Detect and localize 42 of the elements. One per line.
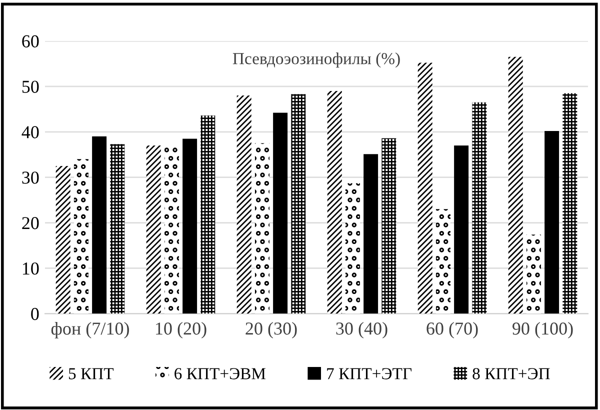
bar <box>146 146 161 314</box>
y-tick-label: 0 <box>31 308 39 320</box>
text: Псевдоэозинофилы (%) <box>232 52 400 68</box>
bar <box>200 116 216 314</box>
bar <box>92 136 107 314</box>
y-tick-label: 30 <box>22 172 39 184</box>
bar <box>562 93 578 314</box>
bar <box>472 102 487 314</box>
bar <box>382 138 396 314</box>
bar <box>454 146 469 314</box>
x-tick-label: 90 (100) <box>512 322 573 338</box>
y-tick-label: 40 <box>22 126 39 138</box>
bar <box>345 183 360 314</box>
bar <box>110 144 125 314</box>
bar <box>74 159 88 314</box>
legend-label: 7 КПТ+ЭТГ <box>327 368 412 380</box>
y-tick-label: 60 <box>22 35 39 48</box>
bar <box>544 130 560 314</box>
bar <box>508 56 523 314</box>
bar <box>526 234 541 314</box>
bar <box>327 90 342 314</box>
y-tick-label: 20 <box>22 217 39 230</box>
legend-label: 5 КПТ <box>68 368 114 380</box>
bar <box>236 96 252 314</box>
bar <box>436 209 450 314</box>
x-tick-label: 30 (40) <box>336 322 388 338</box>
legend-label: 8 КПТ+ЭП <box>472 368 550 380</box>
x-tick-label: 20 (30) <box>246 322 297 338</box>
legend-label: 6 КПТ+ЭВМ <box>174 368 266 380</box>
bar <box>273 112 288 314</box>
x-tick-label: 60 (70) <box>426 322 478 338</box>
x-tick-label: фон (7/10) <box>51 322 129 338</box>
y-tick-label: 10 <box>22 262 39 275</box>
y-tick-label: 50 <box>22 80 39 93</box>
bar <box>364 154 378 314</box>
bar <box>56 166 70 314</box>
x-tick-label: 10 (20) <box>156 322 206 338</box>
bar <box>254 143 270 314</box>
bar <box>418 62 432 314</box>
bar <box>164 146 179 314</box>
bar <box>291 94 306 314</box>
bar <box>182 138 198 314</box>
